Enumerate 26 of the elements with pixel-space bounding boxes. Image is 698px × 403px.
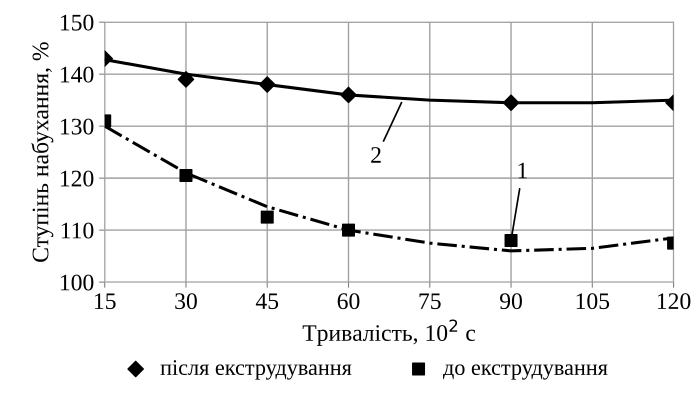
x-tick-label: 90 bbox=[500, 293, 522, 310]
x-tick-label: 60 bbox=[338, 293, 360, 310]
point bbox=[340, 86, 357, 104]
legend-label: до екструдування bbox=[442, 364, 608, 380]
x-tick-label: 120 bbox=[658, 293, 690, 310]
y-tick-label: 110 bbox=[62, 222, 94, 239]
y-tick-label: 140 bbox=[60, 66, 94, 83]
y-tick-label: 120 bbox=[60, 170, 94, 187]
legend-label: після екструдування bbox=[160, 360, 352, 380]
point bbox=[342, 224, 356, 237]
x-tick-label: 105 bbox=[576, 293, 610, 310]
point bbox=[258, 76, 276, 93]
y-tick-label: 100 bbox=[60, 274, 94, 291]
y-tick-label: 130 bbox=[60, 118, 94, 135]
x-tick-label: 30 bbox=[175, 293, 197, 310]
x-tick-label: 15 bbox=[94, 293, 116, 310]
x-tick-label: 45 bbox=[256, 293, 278, 310]
y-tick-label: 150 bbox=[60, 14, 94, 31]
point bbox=[260, 210, 274, 224]
annotation: 2 bbox=[371, 147, 381, 163]
point bbox=[178, 71, 194, 88]
x-tick-label: 75 bbox=[420, 293, 441, 310]
x-axis-title: Тривалість, 10$^{2}$ с bbox=[302, 319, 476, 346]
annotation: 1 bbox=[518, 162, 527, 178]
point bbox=[179, 169, 192, 182]
y-axis-title: Ступінь набухання, % bbox=[31, 42, 54, 262]
